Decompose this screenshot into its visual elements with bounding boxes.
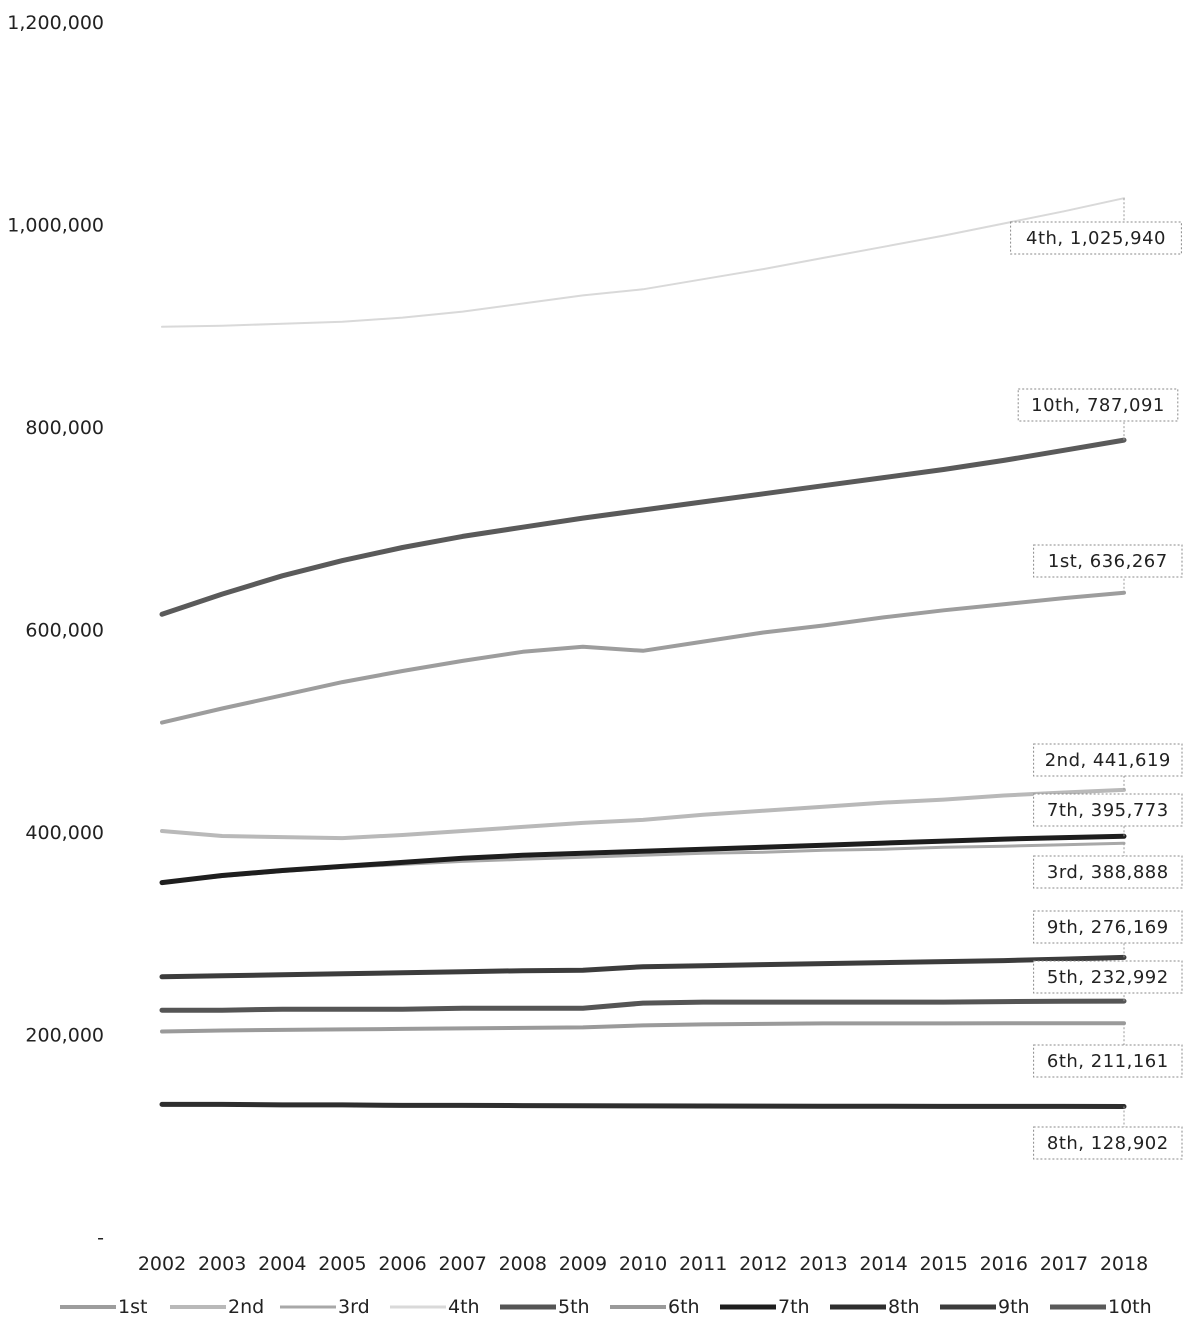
data-label-1st: 1st, 636,267	[1048, 551, 1168, 572]
x-tick-label: 2003	[198, 1253, 246, 1275]
y-tick-label: 400,000	[25, 822, 104, 844]
series-line-4th	[161, 197, 1125, 328]
series-line-2nd	[160, 787, 1126, 841]
data-label-5th: 5th, 232,992	[1047, 967, 1169, 988]
data-label-3rd: 3rd, 388,888	[1047, 862, 1169, 883]
legend-label-6th: 6th	[668, 1296, 700, 1318]
data-label-4th: 4th, 1,025,940	[1026, 228, 1166, 249]
data-label-box-9th	[1033, 910, 1183, 944]
y-tick-label: 600,000	[25, 620, 104, 642]
series-line-8th	[159, 1101, 1127, 1109]
legend-label-5th: 5th	[558, 1296, 590, 1318]
x-tick-label: 2008	[499, 1253, 547, 1275]
legend-label-4th: 4th	[448, 1296, 480, 1318]
legend-label-7th: 7th	[778, 1296, 810, 1318]
data-label-9th: 9th, 276,169	[1047, 917, 1169, 938]
x-tick-label: 2004	[258, 1253, 306, 1275]
x-tick-label: 2016	[980, 1253, 1028, 1275]
y-tick-label: 1,000,000	[7, 215, 104, 237]
series-lines	[159, 197, 1127, 1109]
data-label-7th: 7th, 395,773	[1047, 800, 1169, 821]
data-label-2nd: 2nd, 441,619	[1045, 750, 1171, 771]
y-tick-label: 800,000	[25, 417, 104, 439]
series-line-7th	[159, 833, 1127, 886]
x-axis: 2002 2003 2004 2005 2006 2007 2008 2009 2010 2011…	[138, 1253, 1148, 1275]
legend-label-9th: 9th	[998, 1296, 1030, 1318]
x-tick-label: 2017	[1040, 1253, 1088, 1275]
data-label-box-6th	[1033, 1044, 1183, 1078]
x-tick-label: 2012	[739, 1253, 787, 1275]
legend-label-10th: 10th	[1108, 1296, 1152, 1318]
x-tick-label: 2002	[138, 1253, 186, 1275]
data-label-box-7th	[1033, 793, 1183, 827]
y-tick-label: -	[97, 1227, 104, 1249]
data-labels: 1st, 636,267 2nd, 441,619 3rd, 388,888 4th,…	[1010, 221, 1183, 1160]
series-line-9th	[159, 954, 1127, 980]
data-label-box-8th	[1033, 1126, 1183, 1160]
data-label-box-10th	[1017, 388, 1179, 422]
data-label-8th: 8th, 128,902	[1047, 1133, 1169, 1154]
x-tick-label: 2018	[1100, 1253, 1148, 1275]
legend-label-1st: 1st	[118, 1296, 147, 1318]
x-tick-label: 2013	[799, 1253, 847, 1275]
x-tick-label: 2009	[559, 1253, 607, 1275]
legend-label-2nd: 2nd	[228, 1296, 264, 1318]
x-tick-label: 2015	[919, 1253, 967, 1275]
x-tick-label: 2006	[378, 1253, 426, 1275]
legend-label-8th: 8th	[888, 1296, 920, 1318]
x-tick-label: 2007	[438, 1253, 486, 1275]
y-tick-label: 1,200,000	[7, 12, 104, 34]
legend-label-3rd: 3rd	[338, 1296, 370, 1318]
y-axis: - 200,000 400,000 600,000 800,000 1,000,000 1,…	[7, 12, 104, 1249]
x-tick-label: 2011	[679, 1253, 727, 1275]
series-line-5th	[159, 998, 1127, 1013]
data-label-box-1st	[1033, 544, 1183, 578]
x-tick-label: 2005	[318, 1253, 366, 1275]
y-tick-label: 200,000	[25, 1025, 104, 1047]
data-label-6th: 6th, 211,161	[1047, 1051, 1169, 1072]
x-tick-label: 2010	[619, 1253, 667, 1275]
data-label-10th: 10th, 787,091	[1031, 395, 1165, 416]
series-line-6th	[160, 1021, 1126, 1034]
x-tick-label: 2014	[859, 1253, 907, 1275]
data-label-box-2nd	[1033, 743, 1183, 777]
series-line-1st	[160, 590, 1126, 725]
data-label-box-5th	[1033, 960, 1183, 994]
data-label-box-4th	[1010, 221, 1182, 255]
legend: 1st 2nd 3rd 4th 5th 6th 7th 8th 9th 10th	[60, 1296, 1152, 1318]
data-label-box-3rd	[1033, 855, 1183, 889]
series-line-10th	[159, 437, 1127, 617]
